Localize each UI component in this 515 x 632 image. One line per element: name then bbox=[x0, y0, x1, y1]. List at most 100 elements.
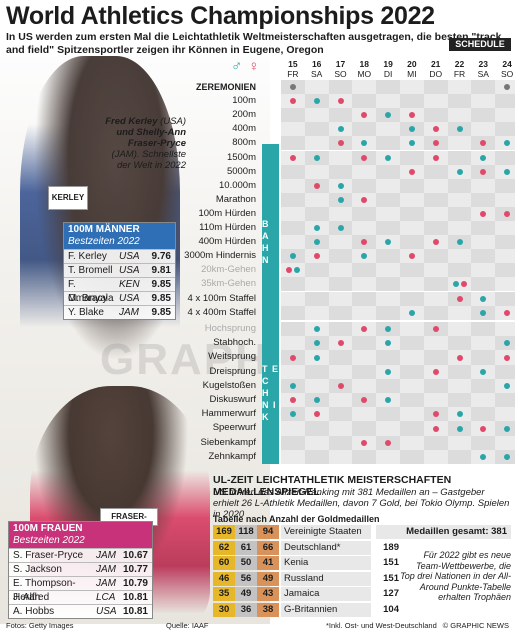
event-label: 400m Hürden bbox=[198, 236, 256, 248]
schedule-cell bbox=[281, 221, 305, 236]
silver-count: 56 bbox=[235, 571, 257, 586]
women-session-dot bbox=[361, 326, 368, 333]
event-label: Zehnkampf bbox=[208, 450, 256, 462]
schedule-cell bbox=[328, 393, 353, 408]
women-session-dot bbox=[504, 354, 511, 361]
schedule-cell bbox=[328, 150, 353, 165]
schedule-cell bbox=[471, 393, 496, 408]
page-subtitle: In US werden zum ersten Mal die Leichtat… bbox=[6, 31, 502, 56]
country-code: USA bbox=[96, 606, 117, 617]
men-session-dot bbox=[385, 397, 392, 404]
schedule-cell bbox=[304, 421, 329, 436]
schedule-cell bbox=[471, 221, 496, 236]
schedule-cell bbox=[423, 277, 448, 292]
schedule-cell bbox=[400, 192, 424, 207]
medal-row: 46 56 49 Russland 151 bbox=[213, 571, 399, 586]
schedule-cell bbox=[447, 378, 472, 393]
day-number: 21 bbox=[430, 59, 441, 69]
athlete-name: T. Bromell bbox=[68, 265, 113, 276]
men-session-dot bbox=[293, 267, 300, 274]
day-header: 23 SA bbox=[471, 59, 495, 79]
women-session-dot bbox=[432, 326, 439, 333]
schedule-cell bbox=[281, 291, 305, 306]
women-session-dot bbox=[432, 140, 439, 147]
country-code: LCA bbox=[96, 592, 116, 603]
men-session-dot bbox=[385, 326, 392, 333]
schedule-cell bbox=[423, 164, 448, 179]
silver-count: 49 bbox=[235, 587, 257, 601]
male-icon: ♂ bbox=[231, 58, 243, 75]
women-box-subtitle: Bestzeiten 2022 bbox=[9, 535, 152, 548]
women-session-dot bbox=[432, 239, 439, 246]
men-session-dot bbox=[504, 453, 511, 460]
schedule-cell bbox=[447, 94, 472, 109]
schedule-cell bbox=[376, 94, 400, 109]
women-session-dot bbox=[289, 397, 296, 404]
schedule-cell bbox=[304, 435, 329, 450]
schedule-cell bbox=[423, 192, 448, 207]
schedule-cell bbox=[423, 435, 448, 450]
event-label: 1500m bbox=[226, 151, 256, 163]
schedule-cell bbox=[328, 322, 353, 337]
schedule-cell bbox=[328, 350, 353, 365]
schedule-cell bbox=[400, 263, 424, 278]
medal-row: 30 36 38 G-Britannien 104 bbox=[213, 602, 399, 617]
men-box-subtitle: Bestzeiten 2022 bbox=[64, 236, 175, 249]
women-session-dot bbox=[361, 439, 368, 446]
women-session-dot bbox=[480, 210, 487, 217]
gender-legend: ♂ ♀ bbox=[231, 58, 260, 75]
schedule-cell bbox=[447, 263, 472, 278]
country-name: Russland bbox=[281, 571, 371, 586]
schedule-cell bbox=[376, 263, 400, 278]
schedule-cell bbox=[281, 178, 305, 193]
athlete-name: J. Alfred bbox=[13, 592, 50, 603]
schedule-cell bbox=[447, 249, 472, 264]
schedule-cell bbox=[281, 263, 305, 278]
men-session-dot bbox=[504, 340, 511, 347]
schedule-cell bbox=[328, 235, 353, 250]
schedule-cell bbox=[471, 407, 496, 422]
women-session-dot bbox=[504, 210, 511, 217]
schedule-cell bbox=[447, 277, 472, 292]
schedule-cell bbox=[328, 108, 353, 123]
men-session-dot bbox=[452, 281, 459, 288]
women-session-dot bbox=[337, 98, 344, 105]
schedule-cell bbox=[376, 350, 400, 365]
country-name: Jamaica bbox=[281, 587, 371, 601]
event-label: Speerwurf bbox=[212, 422, 256, 434]
time-row: T. Bromell USA 9.81 bbox=[64, 263, 175, 277]
schedule-cell bbox=[400, 421, 424, 436]
day-number: 16 bbox=[311, 59, 322, 69]
best-time: 9.76 bbox=[151, 251, 171, 262]
women-session-dot bbox=[289, 98, 296, 105]
day-header: 16 SA bbox=[305, 59, 329, 79]
country-code: JAM bbox=[96, 564, 116, 575]
men-session-dot bbox=[456, 168, 463, 175]
schedule-cell bbox=[304, 277, 329, 292]
schedule-cell bbox=[471, 122, 496, 137]
event-label: Stabhoch. bbox=[213, 337, 256, 349]
gold-count: 30 bbox=[213, 602, 235, 617]
women-session-dot bbox=[480, 140, 487, 147]
schedule-cell bbox=[304, 108, 329, 123]
men-session-dot bbox=[504, 140, 511, 147]
women-session-dot bbox=[456, 295, 463, 302]
schedule-cell bbox=[400, 350, 424, 365]
schedule-cell bbox=[495, 407, 515, 422]
country-code: JAM bbox=[119, 307, 139, 318]
ceremony-dot bbox=[289, 84, 296, 91]
men-session-dot bbox=[385, 154, 392, 161]
technik-bar: T E C H N I K bbox=[262, 322, 279, 464]
schedule-cell bbox=[304, 164, 329, 179]
schedule-cell bbox=[471, 435, 496, 450]
men-session-dot bbox=[480, 309, 487, 316]
schedule-cell bbox=[328, 164, 353, 179]
women-session-dot bbox=[432, 368, 439, 375]
schedule-cell bbox=[352, 449, 377, 464]
schedule-cell bbox=[376, 277, 400, 292]
schedule-cell bbox=[423, 393, 448, 408]
day-number: 24 bbox=[502, 59, 512, 69]
schedule-cell bbox=[376, 407, 400, 422]
event-label: 800m bbox=[232, 137, 256, 149]
schedule-cell bbox=[352, 378, 377, 393]
